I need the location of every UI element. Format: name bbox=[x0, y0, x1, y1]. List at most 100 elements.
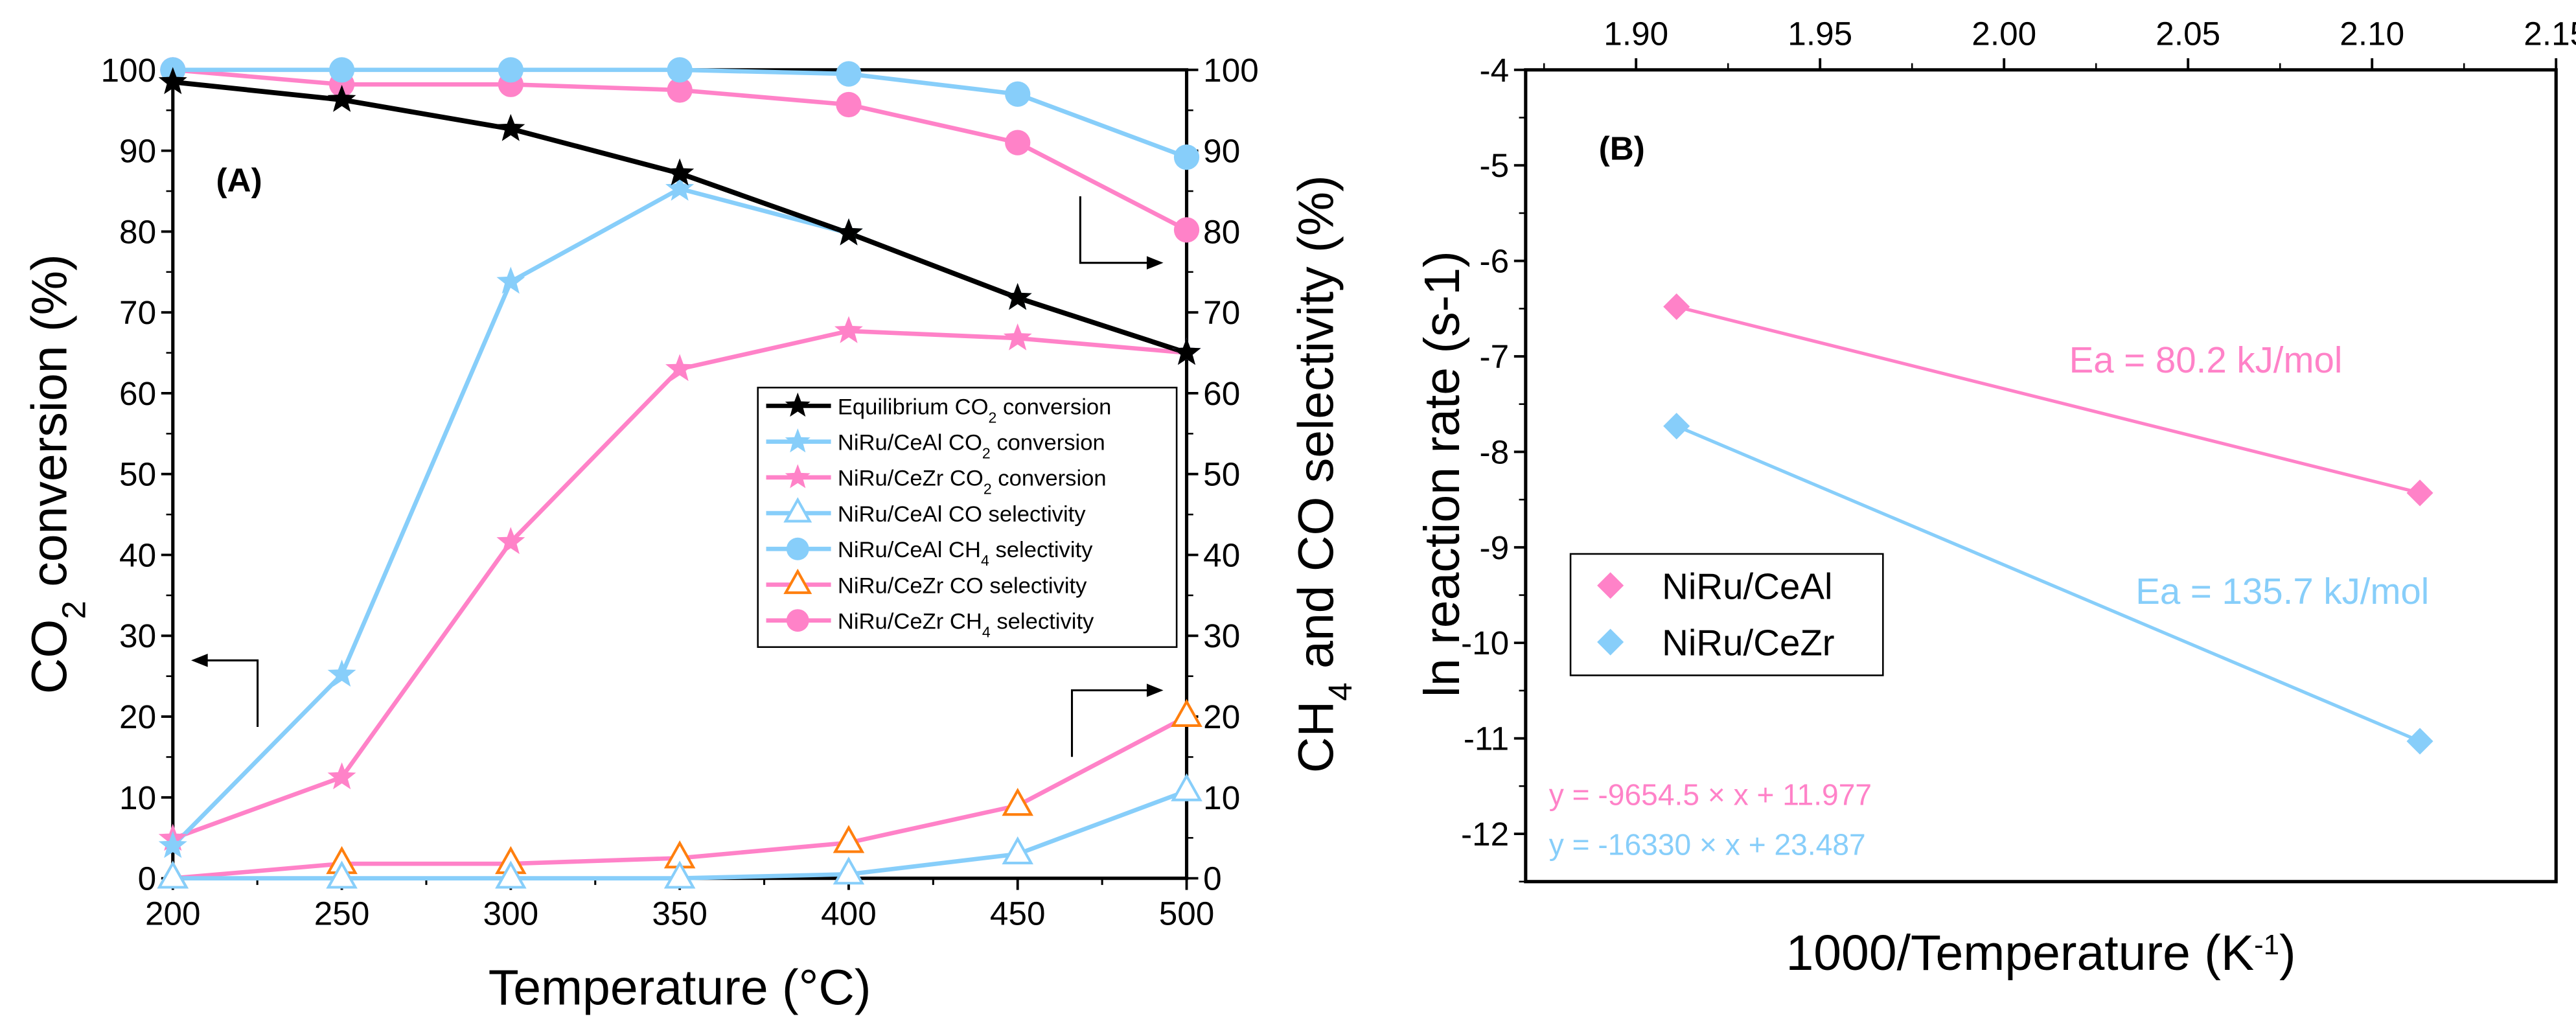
x-tick-label: 300 bbox=[483, 895, 539, 932]
y-tick-label: 60 bbox=[119, 375, 156, 412]
x-tick-label: 400 bbox=[821, 895, 877, 932]
y-tick-label: 20 bbox=[119, 698, 156, 735]
data-point bbox=[496, 527, 525, 555]
data-point bbox=[328, 57, 355, 83]
panel-b-y-axis-label: ln reaction rate (s-1) bbox=[1414, 251, 1470, 697]
data-point bbox=[157, 860, 189, 889]
y-tick-label: 70 bbox=[119, 294, 156, 331]
y2-tick-label: 70 bbox=[1203, 294, 1240, 331]
data-point bbox=[1005, 81, 1031, 107]
x-tick-label: 450 bbox=[990, 895, 1046, 932]
data-point bbox=[1173, 144, 1200, 170]
y-tick-label: -12 bbox=[1461, 816, 1509, 853]
panel-b-x-axis-label: 1000/Temperature (K-1) bbox=[1786, 925, 2295, 981]
axis-arrow-line bbox=[1070, 689, 1158, 757]
data-point bbox=[836, 61, 862, 87]
x-tick-label: 2.10 bbox=[2340, 15, 2404, 52]
data-point bbox=[1663, 293, 1690, 320]
y-tick-label: -10 bbox=[1461, 625, 1509, 661]
legend-label: NiRu/CeZr CO selectivity bbox=[838, 573, 1087, 598]
data-point bbox=[1171, 773, 1202, 801]
legend-box bbox=[1569, 553, 1884, 676]
y-tick-label: 30 bbox=[119, 617, 156, 654]
data-point bbox=[327, 660, 356, 687]
legend-label: NiRu/CeZr bbox=[1662, 623, 1834, 663]
y2-tick-label: 10 bbox=[1203, 779, 1240, 816]
data-point bbox=[1173, 217, 1200, 243]
legend-marker bbox=[786, 609, 809, 632]
data-point bbox=[665, 158, 695, 186]
data-point bbox=[496, 266, 525, 294]
data-point bbox=[1002, 836, 1034, 865]
fit-line bbox=[1676, 305, 2421, 495]
x-tick-label: 1.90 bbox=[1604, 15, 1668, 52]
x-tick-label: 2.05 bbox=[2156, 15, 2220, 52]
legend-marker bbox=[783, 497, 812, 523]
y2-tick-label: 60 bbox=[1203, 375, 1240, 412]
y-tick-label: -9 bbox=[1480, 529, 1510, 566]
y2-tick-label: 20 bbox=[1203, 698, 1240, 735]
data-point bbox=[495, 860, 527, 889]
legend-marker bbox=[785, 392, 811, 417]
data-point bbox=[326, 860, 358, 889]
data-point bbox=[836, 91, 862, 118]
legend-marker bbox=[786, 537, 809, 560]
plot-frame bbox=[1524, 68, 2558, 884]
y-tick-label: 80 bbox=[119, 213, 156, 250]
legend-box bbox=[757, 386, 1178, 649]
data-point bbox=[2406, 728, 2433, 755]
y-tick-label: -7 bbox=[1480, 338, 1510, 375]
legend-marker bbox=[785, 464, 811, 489]
data-point bbox=[667, 57, 693, 83]
x-tick-label: 2.00 bbox=[1972, 15, 2036, 52]
panel-a-label: (A) bbox=[216, 161, 262, 198]
axis-arrow-line bbox=[1079, 196, 1158, 264]
data-point bbox=[1003, 323, 1032, 351]
data-point bbox=[834, 316, 863, 343]
data-point bbox=[158, 67, 187, 95]
y2-tick-label: 100 bbox=[1203, 52, 1259, 89]
legend: NiRu/CeAl NiRu/CeZr bbox=[1569, 553, 1884, 676]
axis-arrow-line bbox=[196, 659, 259, 727]
y-tick-label: 10 bbox=[119, 779, 156, 816]
data-point bbox=[1005, 130, 1031, 155]
data-point bbox=[327, 84, 356, 112]
axis-arrow-head-icon bbox=[1146, 256, 1164, 270]
y-tick-label: -8 bbox=[1480, 433, 1510, 470]
data-point bbox=[2406, 479, 2433, 507]
data-point bbox=[1002, 788, 1034, 816]
y2-tick-label: 30 bbox=[1203, 617, 1240, 654]
panel-b-label: (B) bbox=[1599, 130, 1645, 167]
data-point bbox=[498, 57, 523, 83]
panel-a: (A) Temperature (°C) CO2 conversion (%) … bbox=[22, 52, 1359, 1016]
y-tick-label: -4 bbox=[1480, 52, 1510, 89]
legend-marker bbox=[785, 428, 811, 453]
panel-a-y2-axis-label: CH4 and CO selectivity (%) bbox=[1288, 175, 1358, 773]
data-point bbox=[1663, 413, 1690, 440]
panel-a-x-axis-label: Temperature (°C) bbox=[489, 960, 871, 1016]
panel-b: (B) 1000/Temperature (K-1) ln reaction r… bbox=[1414, 15, 2576, 981]
activation-energy-label-cea: Ea = 80.2 kJ/mol bbox=[2069, 339, 2343, 380]
x-tick-label: 350 bbox=[652, 895, 707, 932]
series-line bbox=[172, 79, 1188, 356]
data-point bbox=[158, 831, 187, 858]
x-tick-label: 200 bbox=[145, 895, 201, 932]
fit-line bbox=[1675, 424, 2421, 743]
y-tick-label: 90 bbox=[119, 133, 156, 170]
y-tick-label: -11 bbox=[1464, 720, 1509, 757]
y-tick-label: 0 bbox=[138, 860, 157, 897]
y-tick-label: -6 bbox=[1480, 243, 1510, 280]
data-point bbox=[834, 218, 863, 246]
axis-arrow-head-icon bbox=[1146, 684, 1164, 697]
activation-energy-label-cezr: Ea = 135.7 kJ/mol bbox=[2135, 571, 2429, 612]
y2-tick-label: 50 bbox=[1203, 456, 1240, 493]
x-tick-label: 1.95 bbox=[1788, 15, 1852, 52]
data-point bbox=[665, 354, 695, 382]
y2-tick-label: 40 bbox=[1203, 536, 1240, 573]
fit-equation-cezr: y = -16330 × x + 23.487 bbox=[1549, 828, 1866, 862]
legend-marker bbox=[783, 568, 812, 594]
x-tick-label: 250 bbox=[314, 895, 370, 932]
y-tick-label: -5 bbox=[1480, 147, 1510, 184]
